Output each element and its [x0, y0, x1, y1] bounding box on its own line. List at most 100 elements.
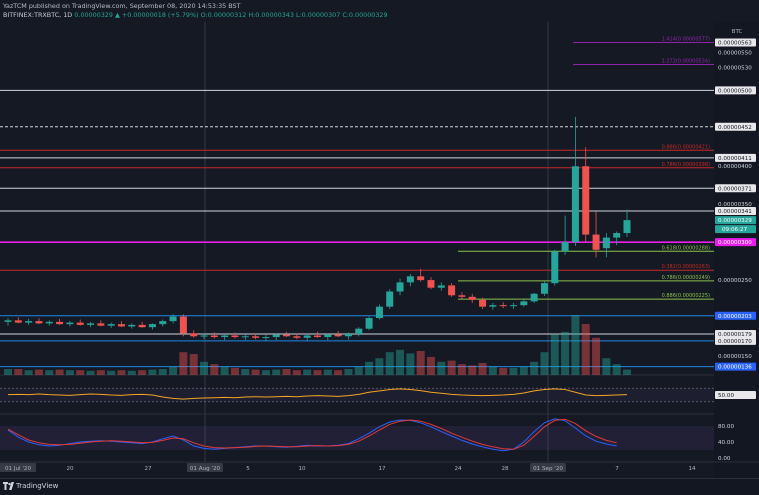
- volume-bar: [169, 366, 178, 375]
- candle: [272, 334, 280, 338]
- volume-bar: [540, 352, 549, 375]
- volume-bar: [396, 349, 405, 375]
- volume-bar: [292, 370, 301, 375]
- candle: [489, 305, 497, 307]
- volume-bar: [65, 370, 74, 375]
- level-label: 0.786(0.00000398): [662, 162, 710, 168]
- ohlc-values: O:0.00000312 H:0.00000343 L:0.00000307 C…: [200, 11, 388, 19]
- volume-bar: [24, 370, 33, 375]
- volume-bar: [457, 364, 466, 375]
- candle: [179, 316, 187, 334]
- candle: [262, 337, 270, 339]
- volume-bar: [354, 366, 363, 375]
- volume-bar: [426, 357, 435, 375]
- volume-bar: [261, 370, 270, 375]
- candle: [437, 285, 445, 288]
- volume-bar: [189, 354, 198, 375]
- candle: [210, 335, 218, 338]
- candle: [107, 324, 115, 326]
- symbol-label[interactable]: BITFINEX:TRXBTC, 1D: [3, 11, 73, 19]
- volume-bar: [55, 369, 64, 375]
- volume-bar: [282, 369, 291, 375]
- candle: [479, 299, 487, 307]
- candle: [571, 166, 579, 243]
- candle: [87, 323, 95, 325]
- price-tag: [715, 362, 756, 371]
- date-tag: [187, 463, 223, 472]
- volume-bar: [251, 369, 260, 375]
- level-label: 0.618(0.00000288): [662, 245, 710, 251]
- price-tick-label: 0.00000500: [718, 88, 752, 94]
- volume-bar: [117, 370, 126, 375]
- volume-bar: [571, 315, 580, 375]
- stoch-tick-label: 40.00: [718, 440, 734, 446]
- date-tick-label: 7: [615, 466, 619, 472]
- volume-bar: [561, 331, 570, 375]
- volume-bar: [478, 363, 487, 375]
- volume-bar: [107, 370, 116, 375]
- candle: [221, 335, 229, 338]
- volume-bar: [488, 366, 497, 375]
- candle: [365, 318, 373, 329]
- volume-bar: [127, 370, 136, 375]
- date-tag: [0, 463, 36, 472]
- volume-bar: [550, 334, 559, 375]
- price-tick-label: 0.00000150: [718, 354, 752, 360]
- stoch-tick-label: 80.00: [718, 424, 734, 430]
- price-change: ▲ +0.00000018 (+5.79%): [114, 11, 199, 19]
- volume-bar: [210, 364, 219, 375]
- candle: [334, 334, 342, 337]
- date-tick-label: 17: [378, 466, 386, 472]
- candle: [499, 305, 507, 307]
- candle: [231, 335, 239, 338]
- date-tick-label: 14: [688, 466, 696, 472]
- candle: [623, 220, 631, 234]
- candle: [25, 321, 33, 323]
- volume-bar: [200, 361, 209, 375]
- price-tag: [715, 238, 756, 247]
- volume-bar: [230, 367, 239, 375]
- chart-header: YazTCM published on TradingView.com, Sep…: [0, 0, 759, 22]
- volume-bar: [468, 365, 477, 375]
- date-tick-label: 24: [454, 466, 462, 472]
- countdown-label: 09:06:27: [722, 227, 748, 233]
- price-tag: [715, 207, 756, 216]
- volume-bar: [385, 352, 394, 375]
- candle: [190, 333, 198, 337]
- tradingview-logo-icon[interactable]: [3, 481, 14, 491]
- date-tick-label: 28: [501, 466, 509, 472]
- publisher-line: YazTCM published on TradingView.com, Sep…: [3, 2, 241, 10]
- candle: [283, 334, 291, 337]
- candle: [324, 334, 332, 338]
- price-tick-label: 0.00000250: [718, 278, 752, 284]
- candle: [448, 285, 456, 296]
- candle: [582, 166, 590, 235]
- volume-bar: [86, 370, 95, 375]
- volume-bar: [602, 358, 611, 375]
- countdown-tag: [715, 225, 756, 234]
- price-tick-label: 0.00000550: [718, 50, 752, 56]
- price-tag: [715, 184, 756, 193]
- candle: [396, 282, 404, 292]
- axis-currency: BTC: [732, 29, 743, 35]
- volume-bar: [34, 369, 43, 375]
- date-tick-label: 10: [298, 466, 306, 472]
- symbol-line: BITFINEX:TRXBTC, 1D 0.00000329 ▲ +0.0000…: [3, 11, 388, 19]
- candle: [128, 324, 136, 327]
- price-tick-label: 0.00000400: [718, 164, 752, 170]
- candle: [252, 336, 260, 338]
- volume-bar: [323, 369, 332, 375]
- stoch-tick-label: 0.00: [718, 456, 731, 462]
- chart-background: [0, 0, 759, 478]
- volume-bar: [272, 369, 281, 375]
- level-label: 0.786(0.00000249): [662, 275, 710, 281]
- price-tag: [715, 122, 756, 131]
- last-price: 0.00000329: [74, 11, 113, 19]
- date-tick-label: 01 Aug '20: [190, 466, 221, 472]
- volume-bar: [241, 369, 250, 375]
- level-label: 1.272(0.00000534): [662, 59, 710, 65]
- volume-bar: [179, 352, 188, 375]
- candle: [561, 242, 569, 252]
- price-tick-label: 0.00000341: [718, 209, 752, 215]
